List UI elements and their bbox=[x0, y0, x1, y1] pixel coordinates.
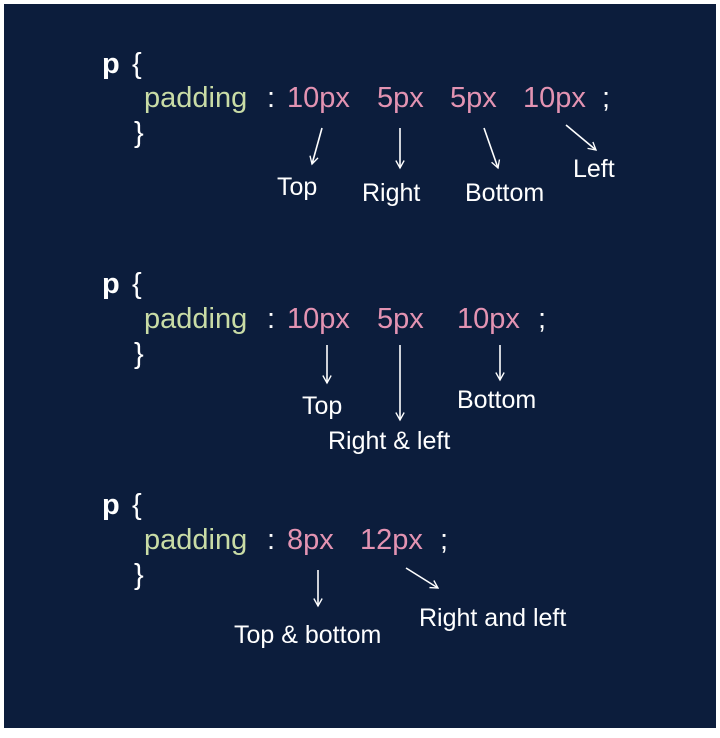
arrows-overlay bbox=[309, 124, 598, 608]
value-3-right-left: 12px bbox=[360, 524, 423, 556]
value-1-top: 10px bbox=[287, 82, 350, 114]
close-brace-1: } bbox=[134, 117, 144, 149]
arrow-3-right-left bbox=[405, 567, 440, 589]
value-1-right: 5px bbox=[377, 82, 424, 114]
property-1: padding bbox=[144, 82, 248, 114]
selector-2: p bbox=[102, 268, 120, 300]
label-2-right-left: Right & left bbox=[328, 427, 451, 455]
value-2-bottom: 10px bbox=[457, 303, 520, 335]
selector-1: p bbox=[102, 48, 120, 80]
value-1-left: 10px bbox=[523, 82, 586, 114]
arrow-1-left bbox=[565, 124, 598, 151]
colon-2: : bbox=[267, 303, 276, 335]
semicolon-3: ; bbox=[440, 524, 449, 556]
semicolon-1: ; bbox=[602, 82, 611, 114]
arrow-1-bottom bbox=[483, 127, 501, 170]
close-brace-3: } bbox=[134, 559, 144, 591]
code-panel: p { padding : 10px 5px 5px 10px ; } Top … bbox=[4, 4, 716, 728]
label-3-top-bottom: Top & bottom bbox=[234, 621, 382, 649]
value-2-right-left: 5px bbox=[377, 303, 424, 335]
open-brace-2: { bbox=[132, 268, 142, 300]
property-3: padding bbox=[144, 524, 248, 556]
open-brace-3: { bbox=[132, 489, 142, 521]
semicolon-2: ; bbox=[538, 303, 547, 335]
value-3-top-bottom: 8px bbox=[287, 524, 334, 556]
colon-3: : bbox=[267, 524, 276, 556]
label-2-top: Top bbox=[302, 392, 343, 420]
selector-3: p bbox=[102, 489, 120, 521]
value-2-top: 10px bbox=[287, 303, 350, 335]
arrow-1-top bbox=[309, 127, 323, 166]
label-1-right: Right bbox=[362, 179, 421, 207]
close-brace-2: } bbox=[134, 338, 144, 370]
label-2-bottom: Bottom bbox=[457, 386, 537, 414]
label-1-left: Left bbox=[573, 155, 615, 183]
label-1-top: Top bbox=[277, 173, 318, 201]
label-3-right-left: Right and left bbox=[419, 604, 567, 632]
open-brace-1: { bbox=[132, 48, 142, 80]
property-2: padding bbox=[144, 303, 248, 335]
value-1-bottom: 5px bbox=[450, 82, 497, 114]
label-1-bottom: Bottom bbox=[465, 179, 545, 207]
colon-1: : bbox=[267, 82, 276, 114]
